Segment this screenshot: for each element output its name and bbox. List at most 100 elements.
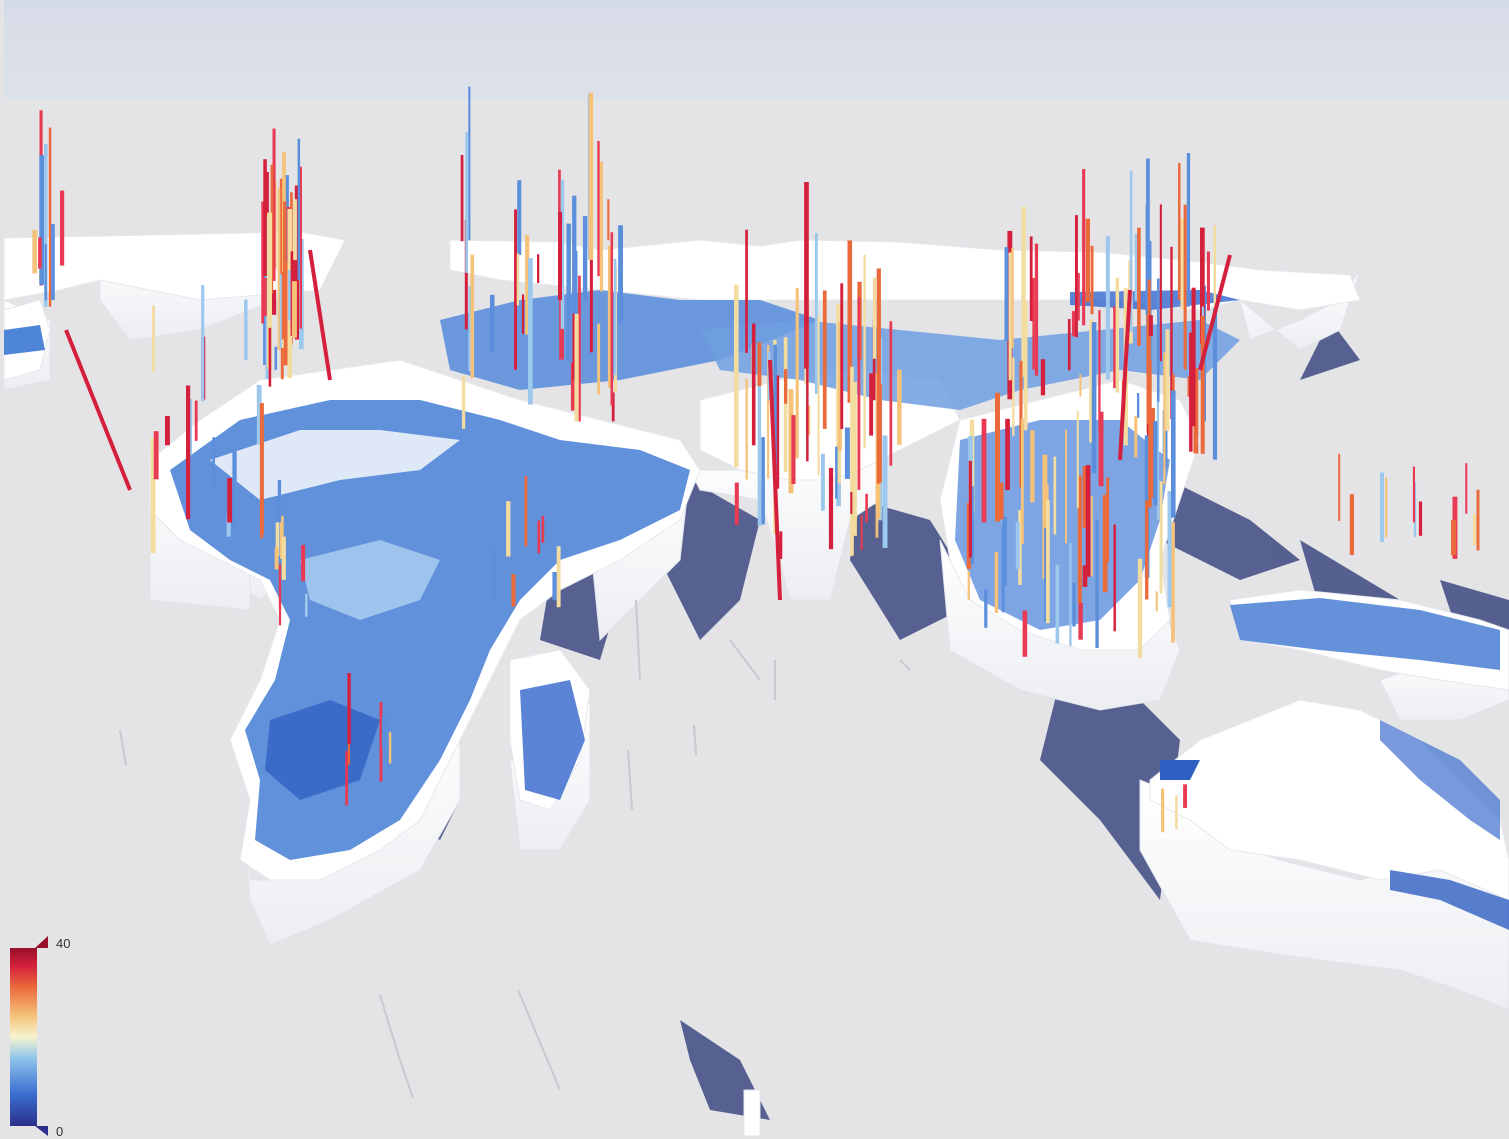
data-column	[1040, 359, 1046, 396]
data-column	[1153, 421, 1158, 506]
data-column	[1212, 308, 1218, 460]
data-column	[1090, 245, 1094, 315]
data-column	[783, 337, 788, 472]
data-column	[1076, 411, 1079, 509]
data-column	[828, 467, 834, 550]
data-column	[274, 180, 278, 269]
data-column	[1098, 310, 1101, 434]
data-column	[194, 400, 198, 441]
data-column	[599, 161, 603, 292]
data-column	[44, 144, 48, 307]
data-column	[244, 299, 248, 361]
data-column	[1129, 170, 1133, 332]
data-column	[516, 253, 520, 306]
data-column	[572, 195, 577, 314]
legend-min-label: 0	[56, 1124, 64, 1139]
data-column	[1085, 218, 1090, 303]
data-column	[1078, 603, 1083, 640]
data-column	[1079, 374, 1082, 397]
legend-min-triangle	[35, 1126, 48, 1136]
data-column	[1183, 204, 1187, 370]
data-column	[1089, 319, 1094, 443]
data-column	[970, 486, 974, 564]
data-column	[779, 531, 783, 559]
data-column	[1021, 206, 1026, 377]
data-column	[1189, 332, 1193, 452]
data-column	[1030, 430, 1035, 503]
data-column	[597, 141, 600, 277]
data-column	[877, 457, 881, 519]
data-column	[461, 375, 466, 429]
data-column	[227, 478, 233, 523]
data-column	[791, 415, 796, 484]
data-column	[277, 188, 281, 351]
data-column	[299, 166, 302, 329]
data-column	[288, 270, 291, 321]
data-column	[1134, 416, 1138, 458]
data-column	[1113, 524, 1116, 632]
data-column	[1082, 169, 1086, 326]
data-column	[468, 286, 473, 372]
data-column	[1102, 494, 1108, 593]
data-column	[572, 263, 575, 380]
data-column	[1067, 319, 1071, 371]
data-column	[153, 431, 159, 480]
legend-max-triangle	[35, 936, 48, 948]
data-column	[611, 392, 615, 422]
data-column	[1069, 543, 1072, 646]
data-column	[1161, 788, 1165, 833]
data-column	[263, 159, 267, 276]
data-column	[897, 369, 902, 445]
data-column	[1137, 558, 1143, 658]
data-column	[767, 345, 770, 479]
data-column	[847, 240, 853, 403]
data-column	[283, 201, 287, 338]
data-column	[1012, 357, 1015, 436]
data-column	[1077, 273, 1080, 321]
data-column	[1029, 236, 1033, 321]
data-column	[1150, 407, 1155, 498]
data-column	[388, 732, 392, 764]
data-column	[152, 305, 155, 373]
data-column	[784, 369, 788, 404]
data-column	[277, 479, 282, 523]
data-column	[1072, 582, 1076, 627]
data-column	[1191, 287, 1196, 427]
data-column	[521, 294, 525, 334]
data-column	[256, 385, 262, 445]
data-column	[1113, 306, 1117, 389]
data-column	[1145, 500, 1149, 600]
data-column	[464, 219, 468, 330]
data-column	[294, 185, 300, 340]
data-column	[820, 453, 825, 511]
data-column	[1137, 393, 1140, 418]
data-column	[1091, 322, 1097, 474]
data-column	[1193, 368, 1199, 454]
data-column	[1349, 494, 1354, 555]
data-column	[301, 545, 306, 582]
data-column	[852, 381, 857, 536]
data-column	[1082, 466, 1087, 528]
data-column	[1178, 162, 1181, 301]
data-column	[275, 522, 280, 556]
data-column	[1022, 610, 1028, 657]
data-column	[1163, 352, 1166, 485]
data-column	[1105, 236, 1110, 380]
data-column	[994, 551, 999, 613]
data-column	[610, 232, 614, 406]
data-column	[528, 258, 533, 405]
data-column	[1206, 251, 1210, 311]
data-column	[1412, 466, 1415, 523]
data-column	[574, 313, 579, 422]
data-column	[1137, 227, 1141, 346]
data-column	[1180, 218, 1185, 310]
data-column	[1065, 429, 1067, 544]
data-column	[1018, 510, 1022, 585]
data-column	[1380, 472, 1384, 542]
data-column	[1085, 465, 1091, 577]
color-scale-bar	[10, 936, 48, 1136]
data-column	[1171, 522, 1175, 643]
data-column	[38, 237, 42, 269]
data-column	[745, 229, 748, 353]
